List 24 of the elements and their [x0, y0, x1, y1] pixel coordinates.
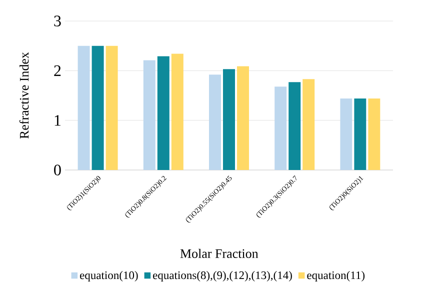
bar [171, 54, 184, 170]
x-axis-title: Molar Fraction [180, 248, 258, 258]
y-tick-label: 0 [54, 164, 61, 176]
bar [274, 86, 287, 170]
y-tick-label: 3 [54, 16, 61, 26]
legend-label: equations(8),(9),(12),(13),(14) [153, 271, 292, 282]
bar [354, 98, 366, 170]
bar [340, 98, 352, 170]
bar [92, 46, 104, 170]
bar [237, 66, 249, 170]
bar [106, 46, 118, 170]
legend-label: equation(11) [307, 271, 365, 282]
bar [223, 69, 235, 170]
bar [368, 98, 380, 170]
y-tick-label: 2 [54, 65, 61, 76]
bar [157, 56, 170, 170]
bar [288, 82, 301, 170]
bar [302, 79, 315, 170]
bar [143, 60, 156, 170]
legend-label: equation(10) [80, 271, 138, 282]
y-tick-label: 1 [54, 115, 61, 126]
bar [209, 74, 221, 170]
bar [78, 46, 90, 170]
y-axis-title: Refractive Index [19, 52, 29, 139]
